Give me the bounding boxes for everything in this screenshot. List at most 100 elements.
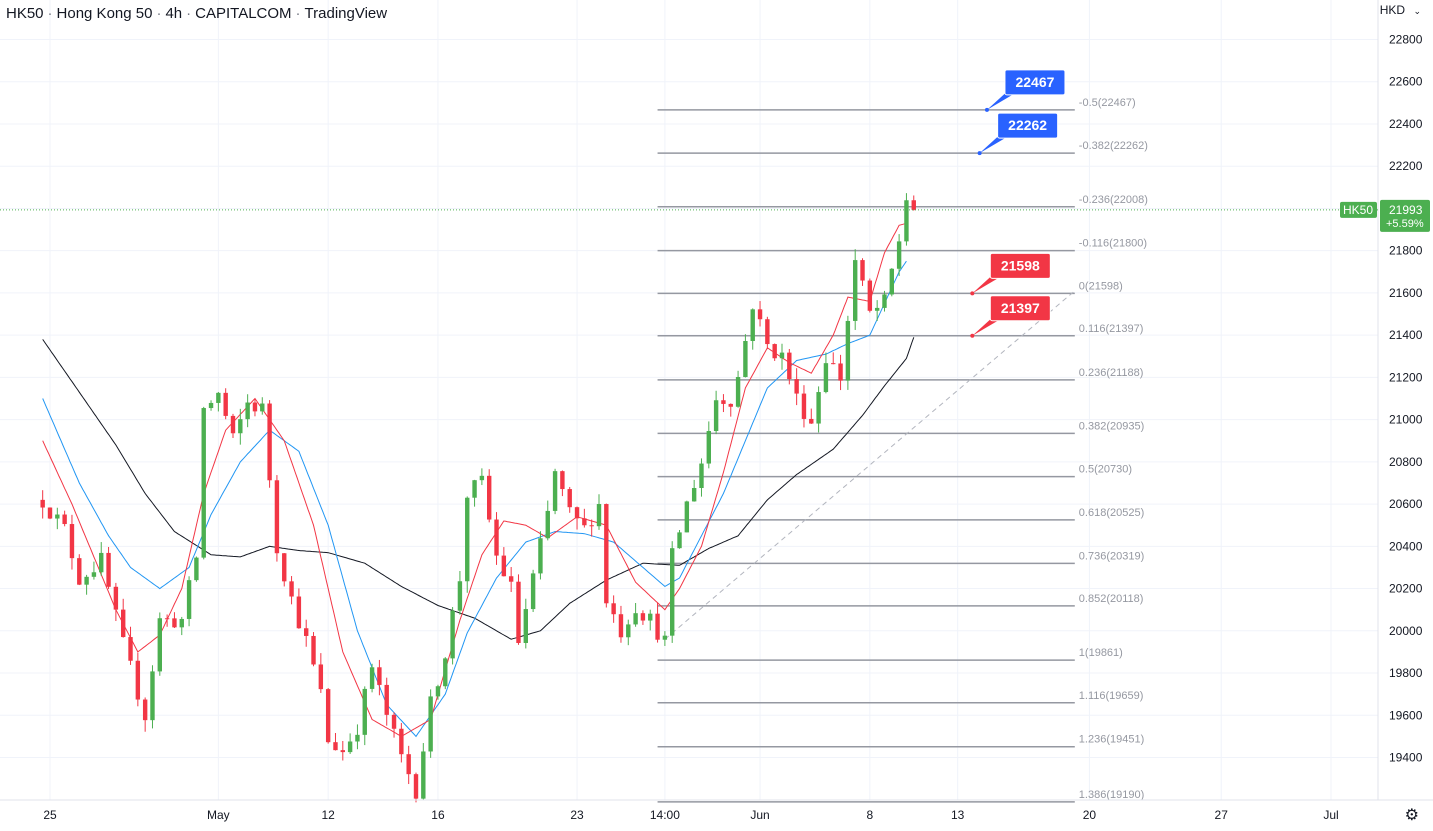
candle xyxy=(62,510,67,527)
candle xyxy=(516,574,521,645)
candle-body xyxy=(684,501,690,533)
fib-level-label: -0.236(22008) xyxy=(1079,194,1148,206)
callout-box xyxy=(989,252,1051,279)
gear-icon[interactable]: ⚙ xyxy=(1404,807,1419,824)
callout-text: 21397 xyxy=(1001,300,1040,316)
currency-selector[interactable]: HKD ⌄ xyxy=(1380,3,1421,17)
current-price-change: +5.59% xyxy=(1386,218,1424,230)
candle xyxy=(274,475,280,562)
y-tick-label: 22600 xyxy=(1389,75,1423,89)
candle xyxy=(450,607,455,665)
ema-fast-line xyxy=(42,222,907,737)
candle xyxy=(794,368,799,406)
fib-level-label: -0.5(22467) xyxy=(1079,97,1136,109)
candle-body xyxy=(860,260,865,281)
candle xyxy=(860,258,865,286)
candle xyxy=(260,397,265,415)
y-tick-label: 20000 xyxy=(1389,624,1423,638)
candle-body xyxy=(691,488,697,502)
candle-body xyxy=(787,352,792,380)
candle-body xyxy=(457,581,463,611)
candle xyxy=(413,772,419,803)
candle-body xyxy=(633,613,638,625)
candle xyxy=(304,619,309,647)
candle xyxy=(530,569,536,612)
x-tick-label: Jul xyxy=(1323,808,1338,822)
candle-body xyxy=(450,610,455,659)
candle-body xyxy=(516,581,521,643)
chevron-down-icon: ⌄ xyxy=(1413,6,1421,16)
candle-body xyxy=(677,532,682,549)
candle-body xyxy=(772,344,777,359)
y-tick-label: 22200 xyxy=(1389,159,1423,173)
x-tick-label: 25 xyxy=(43,808,57,822)
fib-level-label: 0(21598) xyxy=(1079,280,1123,292)
price-callout[interactable]: 22262 xyxy=(977,112,1059,156)
price-callout[interactable]: 21397 xyxy=(970,295,1051,338)
callout-text: 21598 xyxy=(1001,257,1040,273)
candle-body xyxy=(325,689,331,743)
candle-body xyxy=(55,514,60,519)
candle-body xyxy=(69,524,75,559)
fib-level-label: -0.116(21800) xyxy=(1079,238,1147,250)
candle-body xyxy=(311,635,316,665)
interval[interactable]: 4h xyxy=(165,5,183,22)
candle-body xyxy=(362,688,367,735)
candle-body xyxy=(552,471,558,511)
candle xyxy=(713,390,719,435)
candle xyxy=(391,712,397,738)
price-callout[interactable]: 21598 xyxy=(970,252,1051,296)
candle-body xyxy=(721,400,726,404)
y-tick-label: 22400 xyxy=(1389,117,1423,131)
fibonacci-retracement[interactable]: -0.5(22467) -0.382(22262) -0.236(22008) -0.… xyxy=(657,97,1148,803)
y-tick-label: 21400 xyxy=(1389,328,1423,342)
candle xyxy=(267,400,272,488)
candle xyxy=(618,605,624,643)
candle-body xyxy=(662,635,668,640)
fib-level-label: 0.382(20935) xyxy=(1079,420,1144,432)
candle-body xyxy=(867,280,873,311)
candle-body xyxy=(238,419,243,434)
candlestick-series xyxy=(40,193,916,803)
x-tick-label: May xyxy=(207,808,230,822)
candle xyxy=(626,619,631,646)
candle xyxy=(823,352,829,394)
candle-body xyxy=(487,475,492,520)
candle xyxy=(69,514,75,570)
price-callout[interactable]: 22467 xyxy=(984,69,1066,112)
x-tick-label: 20 xyxy=(1083,808,1097,822)
candle xyxy=(779,343,785,370)
candle xyxy=(538,531,543,580)
candle-body xyxy=(106,552,111,587)
candle xyxy=(128,626,133,665)
candle-body xyxy=(713,400,719,432)
candle xyxy=(911,195,916,211)
candle xyxy=(252,398,258,417)
candle xyxy=(582,508,587,528)
candle-body xyxy=(757,309,763,320)
fib-level-label: 1.116(19659) xyxy=(1079,690,1144,702)
candle-body xyxy=(267,403,272,481)
candle xyxy=(494,512,499,565)
candle-body xyxy=(626,624,631,638)
candle-body xyxy=(648,613,653,621)
candle xyxy=(867,278,873,313)
candle xyxy=(465,496,470,593)
chart-title: HK50 · Hong Kong 50 · 4h · CAPITALCOM · TradingV… xyxy=(6,5,388,22)
candle-body xyxy=(406,754,411,775)
candle-body xyxy=(157,618,162,672)
candle-body xyxy=(77,558,82,585)
candle-body xyxy=(472,480,477,498)
candle xyxy=(765,316,770,350)
price-annotations[interactable]: 22467 22262 21598 21397 xyxy=(970,69,1066,338)
candle xyxy=(91,561,97,580)
candle xyxy=(311,632,316,667)
candle xyxy=(142,697,148,732)
y-tick-label: 19800 xyxy=(1389,666,1423,680)
candle-body xyxy=(99,552,104,573)
candle-body xyxy=(201,408,206,558)
candle xyxy=(750,308,755,350)
candle xyxy=(487,469,492,523)
candle-body xyxy=(508,576,514,582)
